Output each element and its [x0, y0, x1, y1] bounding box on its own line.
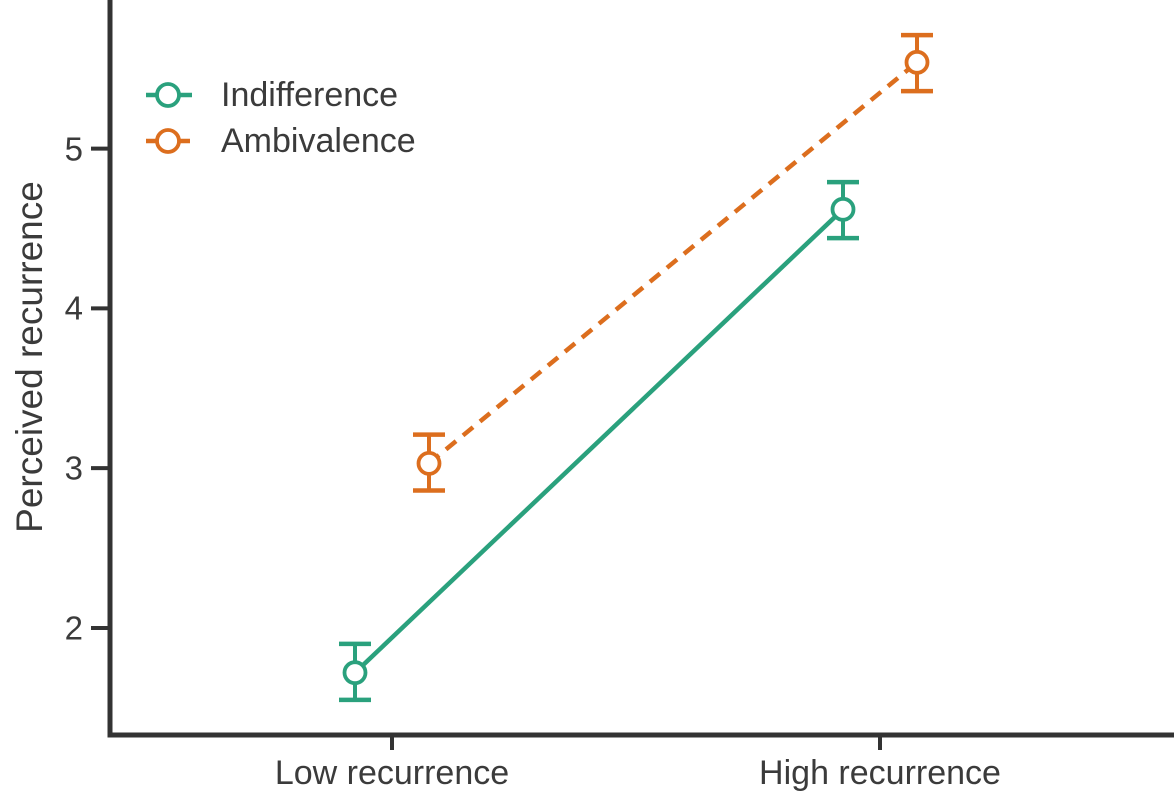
y-tick-label-2: 2 [64, 609, 83, 647]
y-axis-title: Perceived recurrence [9, 181, 50, 533]
x-tick-label-0: Low recurrence [274, 754, 510, 792]
series-line-indifference [353, 207, 845, 675]
y-tick-label-5: 5 [64, 130, 83, 168]
y-tick-label-3: 3 [64, 449, 83, 487]
legend-item-indifference: Indifference [145, 72, 416, 118]
point-ambivalence-0 [416, 450, 442, 476]
legend-key-indifference-icon [146, 82, 192, 108]
x-tick-label-1: High recurrence [759, 754, 1001, 792]
legend-label-indifference: Indifference [221, 76, 399, 114]
legend-label-ambivalence: Ambivalence [221, 122, 416, 160]
legend-key-ambivalence-icon [146, 128, 192, 154]
legend: Indifference Ambivalence [145, 72, 416, 164]
point-indifference-0 [342, 660, 368, 686]
legend-item-ambivalence: Ambivalence [145, 118, 416, 164]
y-tick-label-4: 4 [64, 289, 83, 327]
point-indifference-1 [830, 196, 856, 222]
series-line-ambivalence [427, 60, 919, 466]
point-ambivalence-1 [904, 49, 930, 75]
